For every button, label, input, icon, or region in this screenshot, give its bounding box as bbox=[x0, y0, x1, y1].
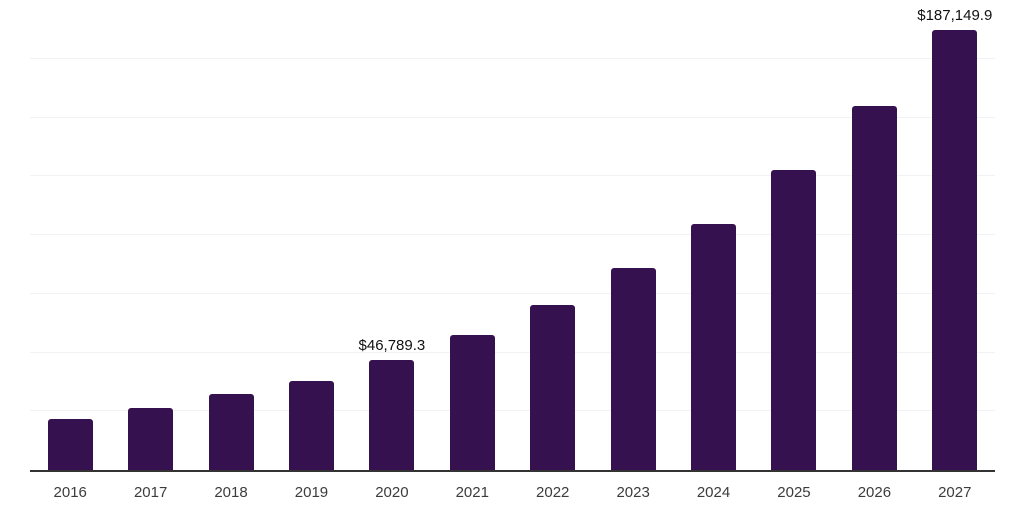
data-label-2020: $46,789.3 bbox=[358, 337, 426, 355]
x-axis: 2016 2017 2018 2019 2020 2021 2022 2023 2024 2025… bbox=[30, 472, 995, 512]
bar-column-2022 bbox=[513, 305, 593, 470]
x-tick-label-2019: 2019 bbox=[294, 484, 329, 501]
gridline bbox=[30, 292, 995, 294]
data-label-2027: $187,149.9 bbox=[917, 7, 993, 25]
bar-2025[interactable] bbox=[771, 169, 817, 470]
bar-column-2019 bbox=[271, 380, 351, 470]
x-tick-label-2026: 2026 bbox=[857, 484, 892, 501]
bar-column-2016 bbox=[30, 419, 110, 470]
plot-area: $46,789.3 $187,149.9 bbox=[30, 0, 995, 472]
bar-2017[interactable] bbox=[128, 408, 174, 470]
bar-2022[interactable] bbox=[530, 305, 576, 470]
x-tick-label-2025: 2025 bbox=[777, 484, 811, 501]
gridline bbox=[30, 410, 995, 412]
bar-2018[interactable] bbox=[208, 394, 254, 470]
bar-column-2027 bbox=[915, 30, 995, 470]
x-tick-label-2020: 2020 bbox=[375, 484, 409, 501]
gridline bbox=[30, 234, 995, 235]
gridline bbox=[30, 175, 995, 177]
x-tick-label-2023: 2023 bbox=[616, 484, 650, 501]
bar-column-2023 bbox=[593, 267, 673, 470]
bar-2021[interactable] bbox=[449, 335, 495, 470]
bar-column-2024 bbox=[673, 223, 753, 470]
bar-2020[interactable] bbox=[369, 360, 415, 470]
bar-2024[interactable] bbox=[691, 223, 737, 470]
x-tick-label-2017: 2017 bbox=[133, 484, 168, 501]
bar-column-2017 bbox=[110, 408, 190, 470]
bar-2027[interactable] bbox=[932, 30, 978, 470]
gridline bbox=[30, 116, 995, 118]
gridline bbox=[30, 351, 995, 353]
bar-2016[interactable] bbox=[47, 419, 93, 470]
x-tick-label-2016: 2016 bbox=[53, 484, 87, 501]
bar-2026[interactable] bbox=[851, 105, 897, 470]
bar-2023[interactable] bbox=[610, 267, 656, 470]
x-tick-label-2021: 2021 bbox=[455, 484, 489, 501]
bar-2019[interactable] bbox=[288, 380, 334, 470]
x-tick-label-2018: 2018 bbox=[214, 484, 248, 501]
x-tick-label-2027: 2027 bbox=[938, 484, 972, 501]
bar-column-2020 bbox=[352, 360, 432, 470]
x-tick-label-2024: 2024 bbox=[696, 484, 731, 501]
gridline bbox=[30, 57, 995, 59]
bar-column-2021 bbox=[432, 335, 512, 470]
x-tick-label-2022: 2022 bbox=[536, 484, 570, 501]
bar-column-2018 bbox=[191, 394, 271, 470]
bar-column-2026 bbox=[834, 105, 914, 470]
bar-column-2025 bbox=[754, 169, 834, 470]
